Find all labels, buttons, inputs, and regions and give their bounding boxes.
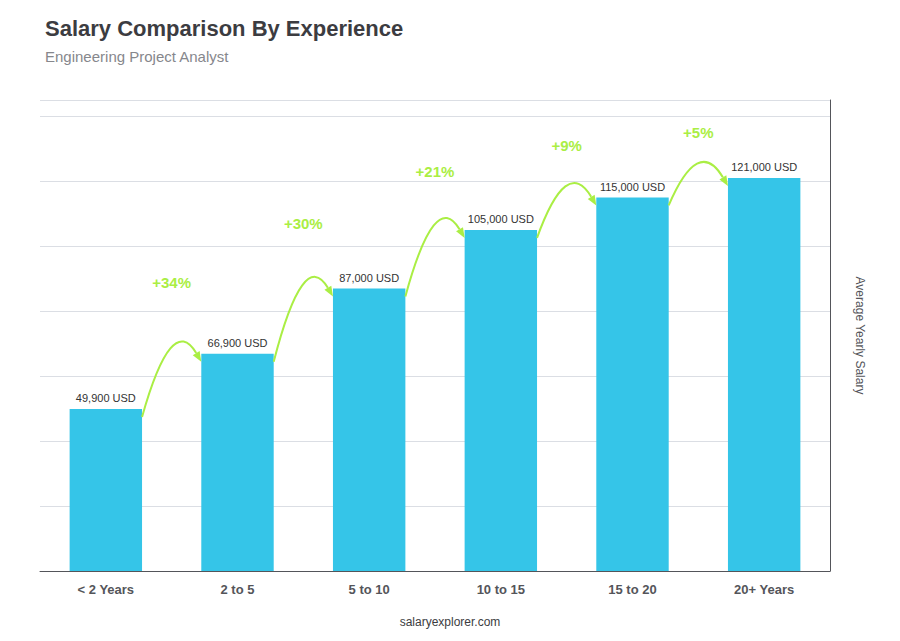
svg-text:66,900 USD: 66,900 USD (208, 337, 268, 349)
svg-text:< 2 Years: < 2 Years (78, 582, 135, 597)
svg-text:20+ Years: 20+ Years (734, 582, 794, 597)
svg-text:Average Yearly Salary: Average Yearly Salary (853, 277, 867, 395)
svg-text:+9%: +9% (551, 137, 581, 154)
svg-text:115,000 USD: 115,000 USD (600, 181, 665, 193)
svg-text:121,000 USD: 121,000 USD (731, 161, 797, 173)
svg-text:105,000 USD: 105,000 USD (468, 213, 534, 225)
svg-text:Salary Comparison By Experienc: Salary Comparison By Experience (45, 16, 403, 41)
svg-text:+21%: +21% (416, 163, 455, 180)
svg-text:+30%: +30% (284, 215, 323, 232)
svg-text:+5%: +5% (683, 124, 713, 141)
svg-text:Engineering Project Analyst: Engineering Project Analyst (45, 48, 229, 65)
svg-text:10 to 15: 10 to 15 (477, 582, 525, 597)
svg-text:+34%: +34% (152, 274, 191, 291)
svg-text:5 to 10: 5 to 10 (349, 582, 390, 597)
svg-text:87,000 USD: 87,000 USD (339, 272, 399, 284)
svg-text:15 to 20: 15 to 20 (608, 582, 656, 597)
svg-text:2 to 5: 2 to 5 (221, 582, 255, 597)
svg-text:49,900 USD: 49,900 USD (76, 392, 136, 404)
svg-text:salaryexplorer.com: salaryexplorer.com (400, 615, 501, 629)
